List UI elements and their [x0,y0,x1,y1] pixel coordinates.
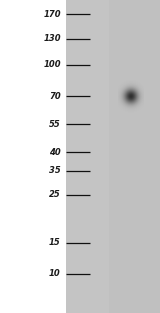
Text: 10: 10 [49,269,61,278]
Bar [66,0,160,313]
Bar [0,0,66,313]
Text: 170: 170 [43,10,61,18]
Text: 55: 55 [49,120,61,129]
Bar [66,0,109,313]
Text: 15: 15 [49,238,61,247]
Text: 40: 40 [49,148,61,157]
Text: 130: 130 [43,34,61,43]
Text: 25: 25 [49,190,61,199]
Text: 100: 100 [43,60,61,69]
Text: 35: 35 [49,166,61,175]
Text: 70: 70 [49,92,61,100]
